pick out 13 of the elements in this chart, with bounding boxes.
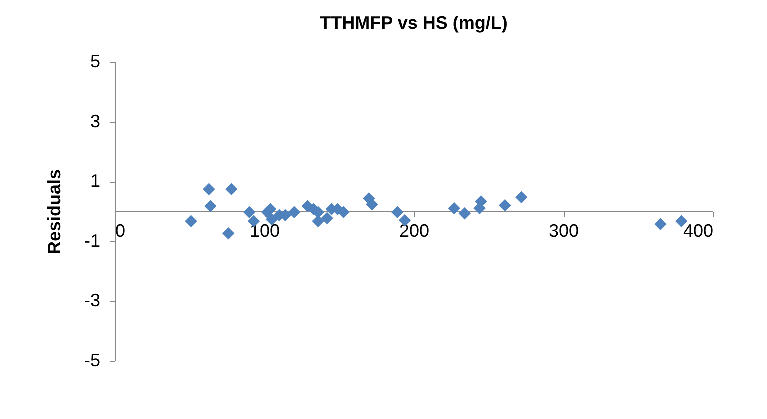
y-tick-label: -5 bbox=[84, 350, 100, 370]
x-tick-label: 400 bbox=[683, 221, 714, 241]
x-tick-label: 0 bbox=[116, 221, 126, 241]
y-tick-label: 1 bbox=[90, 171, 100, 192]
y-tick-label: 5 bbox=[90, 52, 100, 72]
y-tick-label: -1 bbox=[84, 230, 100, 251]
chart-title: TTHMFP vs HS (mg/L) bbox=[320, 13, 508, 33]
x-tick-label: 100 bbox=[250, 221, 280, 241]
y-tick-label: 3 bbox=[90, 111, 100, 132]
x-tick-label: 300 bbox=[548, 221, 580, 241]
x-tick-label: 200 bbox=[399, 221, 430, 241]
y-tick-label: -3 bbox=[84, 290, 100, 311]
y-axis-title: Residuals bbox=[44, 169, 64, 255]
